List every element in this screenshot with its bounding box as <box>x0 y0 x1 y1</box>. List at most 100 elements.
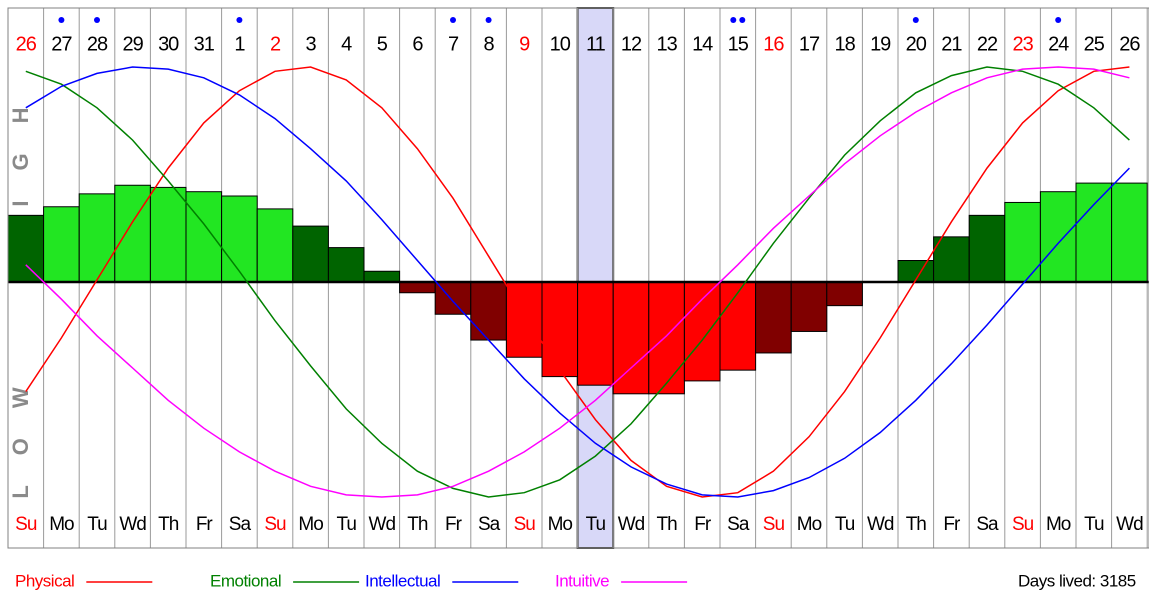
legend-label: Physical <box>15 571 74 590</box>
days-lived: Days lived: 3185 <box>1018 571 1136 590</box>
weekday-label: Su <box>264 514 286 535</box>
day-label: 30 <box>158 33 179 55</box>
weekday-label: Tu <box>586 514 606 535</box>
bar <box>327 247 365 283</box>
legend-label: Intellectual <box>365 571 440 590</box>
day-label: 13 <box>656 33 677 55</box>
day-label: 5 <box>377 33 388 55</box>
day-label: 9 <box>519 33 530 55</box>
day-label: 27 <box>51 33 72 55</box>
weekday-label: Su <box>514 514 536 535</box>
day-label: 7 <box>448 33 459 55</box>
weekday-label: Mo <box>49 514 74 535</box>
bar <box>363 270 401 283</box>
weekday-label: Wd <box>1116 514 1143 535</box>
bar <box>577 281 614 386</box>
event-dot <box>912 17 919 23</box>
weekday-label: Sa <box>229 514 252 535</box>
weekday-label: Fr <box>196 514 214 535</box>
event-dot <box>730 17 737 23</box>
day-label: 14 <box>692 33 713 55</box>
day-label: 31 <box>194 33 215 55</box>
day-label: 15 <box>728 33 749 55</box>
day-label: 28 <box>87 33 108 55</box>
bar <box>933 236 970 283</box>
event-dot <box>58 17 65 23</box>
bar <box>114 184 151 283</box>
event-dot <box>94 17 100 23</box>
day-label: 2 <box>270 33 281 55</box>
bar <box>719 281 757 371</box>
biorhythm-line <box>25 66 1130 498</box>
bar <box>149 186 187 283</box>
weekday-label: Wd <box>369 514 396 535</box>
day-label: 29 <box>122 33 143 55</box>
weekday-label: Tu <box>835 514 855 535</box>
weekday-label: Th <box>657 514 678 535</box>
weekday-label: Mo <box>797 514 822 535</box>
weekday-label: Fr <box>943 514 961 535</box>
day-label: 11 <box>586 33 606 55</box>
weekday-label: Su <box>15 514 37 535</box>
day-label: 24 <box>1048 33 1069 55</box>
weekday-label: Sa <box>727 514 750 535</box>
day-label: 18 <box>834 33 855 55</box>
bar <box>185 191 223 283</box>
weekday-label: Wd <box>618 514 645 535</box>
biorhythm-line <box>25 66 1130 498</box>
weekday-label: Mo <box>298 514 323 535</box>
day-label: 6 <box>412 33 423 55</box>
bar <box>292 225 329 283</box>
event-dot <box>739 17 746 23</box>
bar <box>1004 201 1041 283</box>
bar <box>221 195 258 283</box>
weekday-label: Tu <box>87 514 107 535</box>
day-label: 16 <box>763 33 784 55</box>
day-label: 3 <box>306 33 317 55</box>
bar <box>1039 191 1077 283</box>
weekday-label: Fr <box>694 514 712 535</box>
bar <box>78 193 116 283</box>
day-label: 25 <box>1084 33 1105 55</box>
biorhythm-line <box>25 66 1130 498</box>
day-label: 23 <box>1012 33 1033 55</box>
bar <box>399 281 436 294</box>
day-label: 19 <box>870 33 891 55</box>
weekday-label: Tu <box>336 514 356 535</box>
weekday-label: Th <box>407 514 428 535</box>
legend-label: Intuitive <box>555 571 609 590</box>
weekday-label: Wd <box>867 514 894 535</box>
day-label: 26 <box>1119 33 1140 55</box>
bar <box>683 281 721 382</box>
chart-frame <box>7 7 1149 549</box>
weekday-label: Th <box>906 514 927 535</box>
day-label: 21 <box>941 33 962 55</box>
weekday-label: Su <box>763 514 785 535</box>
weekday-label: Mo <box>1046 514 1071 535</box>
biorhythm-line <box>25 66 1130 498</box>
bar <box>43 206 80 283</box>
weekday-label: Wd <box>119 514 146 535</box>
weekday-label: Mo <box>548 514 573 535</box>
weekday-label: Fr <box>445 514 463 535</box>
event-dot <box>450 17 456 23</box>
day-label: 17 <box>799 33 820 55</box>
weekday-label: Sa <box>478 514 501 535</box>
day-label: 10 <box>550 33 571 55</box>
bar <box>790 281 828 332</box>
weekday-label: Th <box>158 514 179 535</box>
day-label: 8 <box>484 33 495 55</box>
bar <box>256 208 294 283</box>
weekday-label: Sa <box>976 514 999 535</box>
weekday-label: Su <box>1012 514 1034 535</box>
day-label: 20 <box>906 33 927 55</box>
bar <box>541 281 579 378</box>
bar <box>826 281 863 307</box>
day-label: 4 <box>341 33 352 55</box>
event-dot <box>1055 17 1062 23</box>
event-dot <box>236 17 243 23</box>
legend-label: Emotional <box>210 571 281 590</box>
bar <box>1075 182 1113 283</box>
weekday-label: Tu <box>1084 514 1104 535</box>
